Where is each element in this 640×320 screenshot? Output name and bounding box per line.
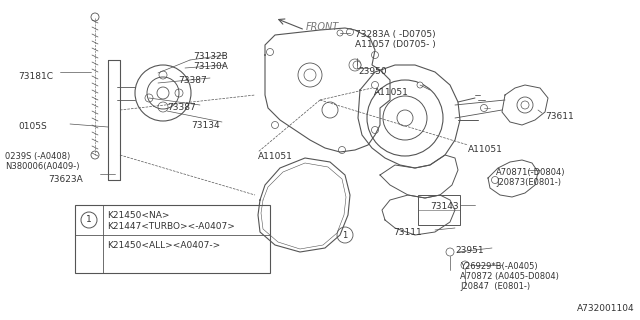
Text: K21450<ALL><A0407->: K21450<ALL><A0407-> <box>107 241 220 250</box>
Text: A732001104: A732001104 <box>577 304 635 313</box>
Circle shape <box>371 82 378 89</box>
Text: K21450<NA>: K21450<NA> <box>107 211 170 220</box>
Circle shape <box>417 82 423 88</box>
Circle shape <box>446 248 454 256</box>
Circle shape <box>337 30 343 36</box>
Circle shape <box>371 126 378 133</box>
Circle shape <box>266 49 273 55</box>
Circle shape <box>271 122 278 129</box>
Text: 73623A: 73623A <box>48 175 83 184</box>
Text: A11057 (D0705- ): A11057 (D0705- ) <box>355 40 436 49</box>
Bar <box>418 195 460 225</box>
Text: 73132B: 73132B <box>193 52 228 61</box>
Circle shape <box>346 28 353 36</box>
Circle shape <box>371 52 378 59</box>
Text: 73130A: 73130A <box>193 62 228 71</box>
Circle shape <box>492 177 499 183</box>
Text: 1: 1 <box>86 215 92 225</box>
Text: A11051: A11051 <box>468 145 503 154</box>
Text: 23951: 23951 <box>455 246 484 255</box>
Text: 0105S: 0105S <box>18 122 47 131</box>
Circle shape <box>481 105 488 111</box>
Circle shape <box>353 61 361 69</box>
Text: J20873(E0801-): J20873(E0801-) <box>496 178 561 187</box>
Circle shape <box>461 261 469 269</box>
Circle shape <box>339 147 346 154</box>
Text: 1: 1 <box>342 230 348 239</box>
Text: 73387: 73387 <box>167 103 196 112</box>
Text: K21447<TURBO><-A0407>: K21447<TURBO><-A0407> <box>107 222 235 231</box>
Text: Y26929*B(-A0405): Y26929*B(-A0405) <box>460 262 538 271</box>
Text: FRONT: FRONT <box>306 22 339 32</box>
Text: A70872 (A0405-D0804): A70872 (A0405-D0804) <box>460 272 559 281</box>
Text: 0239S (-A0408): 0239S (-A0408) <box>5 152 70 161</box>
Text: N380006(A0409-): N380006(A0409-) <box>5 162 79 171</box>
Text: A11051: A11051 <box>258 152 293 161</box>
Text: J20847  (E0801-): J20847 (E0801-) <box>460 282 530 291</box>
Text: 23950: 23950 <box>358 67 387 76</box>
Bar <box>75 205 270 273</box>
Text: 73181C: 73181C <box>18 72 53 81</box>
Text: 73387: 73387 <box>178 76 207 85</box>
Text: 73143: 73143 <box>430 202 459 211</box>
Text: 73111: 73111 <box>393 228 422 237</box>
Text: A11051: A11051 <box>374 88 409 97</box>
Text: A70871(-D0804): A70871(-D0804) <box>496 168 566 177</box>
Text: 73134: 73134 <box>191 121 220 130</box>
Text: 73611: 73611 <box>545 112 573 121</box>
Text: 73283A ( -D0705): 73283A ( -D0705) <box>355 30 436 39</box>
